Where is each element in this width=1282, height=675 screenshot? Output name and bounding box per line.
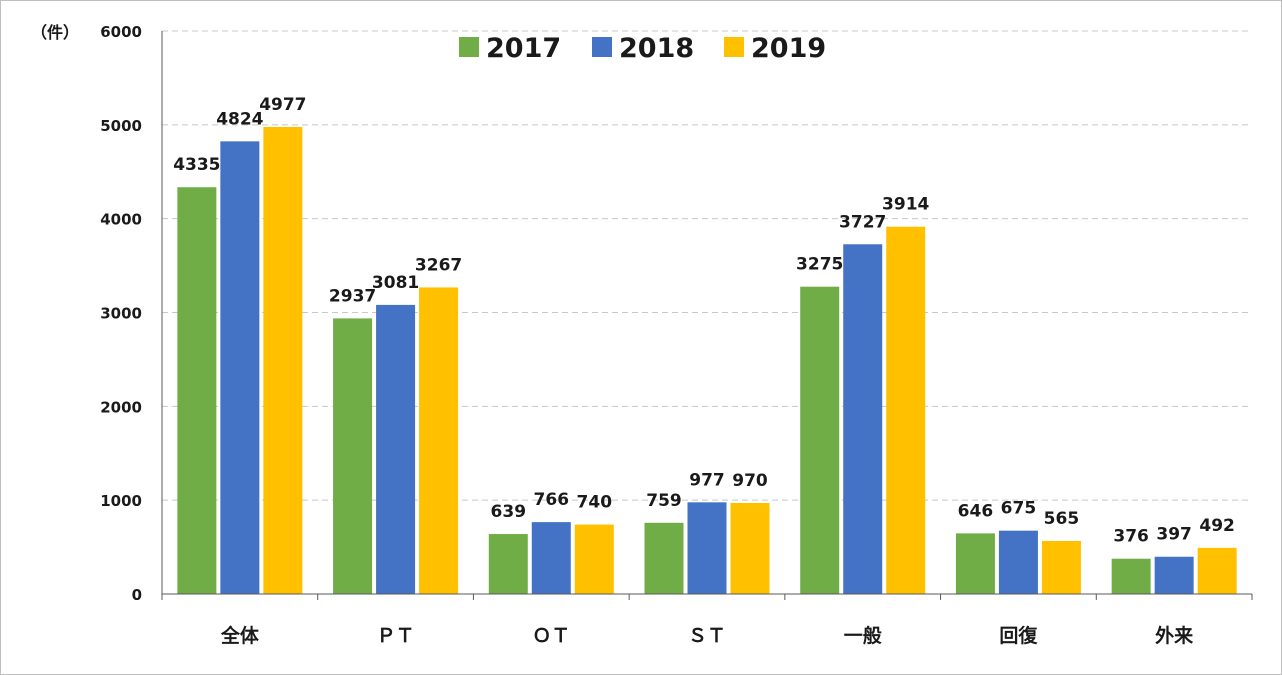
- data-label: 639: [491, 502, 527, 522]
- data-label: 4977: [259, 95, 306, 115]
- y-unit-label: （件）: [31, 23, 79, 42]
- data-label: 565: [1044, 509, 1080, 529]
- legend-swatch-2017: [459, 37, 479, 57]
- x-category-label: 外来: [1155, 624, 1193, 647]
- bar-2019: [574, 524, 614, 594]
- legend-label: 2019: [751, 33, 826, 64]
- data-label: 4824: [216, 109, 263, 129]
- bar-2018: [1154, 556, 1194, 594]
- data-label: 2937: [329, 286, 376, 306]
- data-label: 970: [732, 471, 768, 491]
- bar-2017: [1111, 558, 1151, 594]
- bar-2018: [998, 530, 1038, 594]
- legend-label: 2018: [619, 33, 694, 64]
- bar-2018: [220, 141, 260, 594]
- bar-2019: [1041, 540, 1081, 594]
- legend: 2017 2018 2019: [459, 33, 826, 64]
- legend-swatch-2018: [592, 37, 612, 57]
- bar-2017: [333, 318, 373, 594]
- bar-2018: [376, 304, 416, 594]
- data-label: 3914: [882, 195, 929, 215]
- data-label: 4335: [173, 155, 220, 175]
- bar-2019: [419, 287, 459, 594]
- y-tick-label: 0: [132, 586, 142, 604]
- legend-swatch-2019: [724, 37, 744, 57]
- y-tick-label: 4000: [100, 211, 142, 229]
- bar-2017: [488, 534, 528, 594]
- bar-2017: [177, 187, 217, 595]
- bar-2019: [263, 126, 303, 594]
- bars: [177, 126, 1237, 595]
- axes: 0 1000 2000 3000 4000 5000 6000 全体 ＰＴ ＯＴ ＳＴ 一般 回復 外来: [100, 23, 1253, 647]
- data-label: 492: [1199, 516, 1235, 536]
- x-category-label: ＳＴ: [688, 625, 726, 647]
- data-label: 977: [689, 470, 725, 490]
- bar-2019: [1197, 547, 1237, 594]
- data-label: 3267: [415, 255, 462, 275]
- x-category-label: ＯＴ: [532, 625, 570, 647]
- legend-label: 2017: [486, 33, 561, 64]
- data-label: 675: [1001, 499, 1037, 519]
- y-tick-label: 6000: [100, 23, 142, 41]
- y-tick-label: 3000: [100, 305, 142, 323]
- bar-2017: [800, 286, 840, 594]
- bar-2017: [644, 522, 684, 594]
- bar-2018: [531, 522, 571, 594]
- x-category-label: ＰＴ: [377, 625, 415, 647]
- data-label: 3727: [839, 212, 886, 232]
- data-label: 3081: [372, 273, 419, 293]
- x-category-label: 全体: [220, 624, 260, 647]
- data-label: 740: [577, 493, 613, 513]
- y-tick-label: 5000: [100, 117, 142, 135]
- bar-2017: [955, 533, 995, 594]
- data-label: 3275: [796, 255, 843, 275]
- bar-2019: [730, 502, 770, 594]
- bar-2018: [843, 244, 883, 594]
- data-label: 646: [958, 501, 994, 521]
- data-label: 759: [646, 491, 682, 511]
- x-category-label: 一般: [844, 624, 882, 647]
- data-label: 397: [1156, 525, 1192, 545]
- gridlines: [162, 30, 1252, 501]
- data-label: 376: [1113, 527, 1149, 547]
- data-label: 766: [534, 490, 570, 510]
- y-tick-label: 1000: [100, 492, 142, 510]
- bar-2019: [886, 226, 926, 594]
- x-category-label: 回復: [999, 624, 1038, 647]
- y-tick-label: 2000: [100, 398, 142, 416]
- bar-2018: [687, 502, 727, 594]
